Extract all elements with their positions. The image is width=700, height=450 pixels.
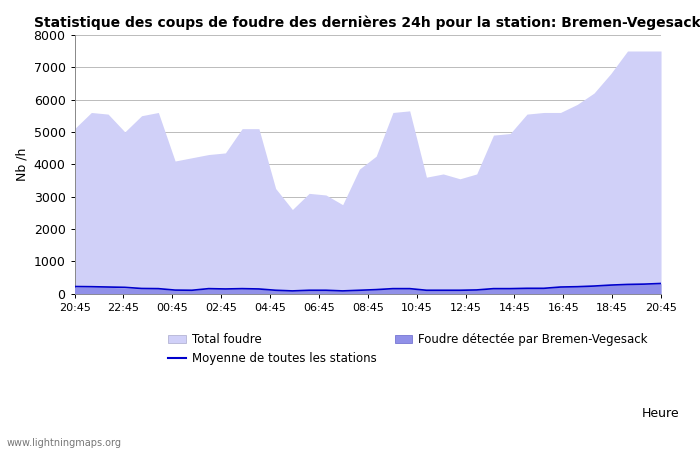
Y-axis label: Nb /h: Nb /h xyxy=(15,148,28,181)
Legend: Total foudre, Moyenne de toutes les stations, Foudre détectée par Bremen-Vegesac: Total foudre, Moyenne de toutes les stat… xyxy=(169,333,648,365)
Text: Heure: Heure xyxy=(641,407,679,420)
Text: www.lightningmaps.org: www.lightningmaps.org xyxy=(7,438,122,448)
Title: Statistique des coups de foudre des dernières 24h pour la station: Bremen-Vegesa: Statistique des coups de foudre des dern… xyxy=(34,15,700,30)
